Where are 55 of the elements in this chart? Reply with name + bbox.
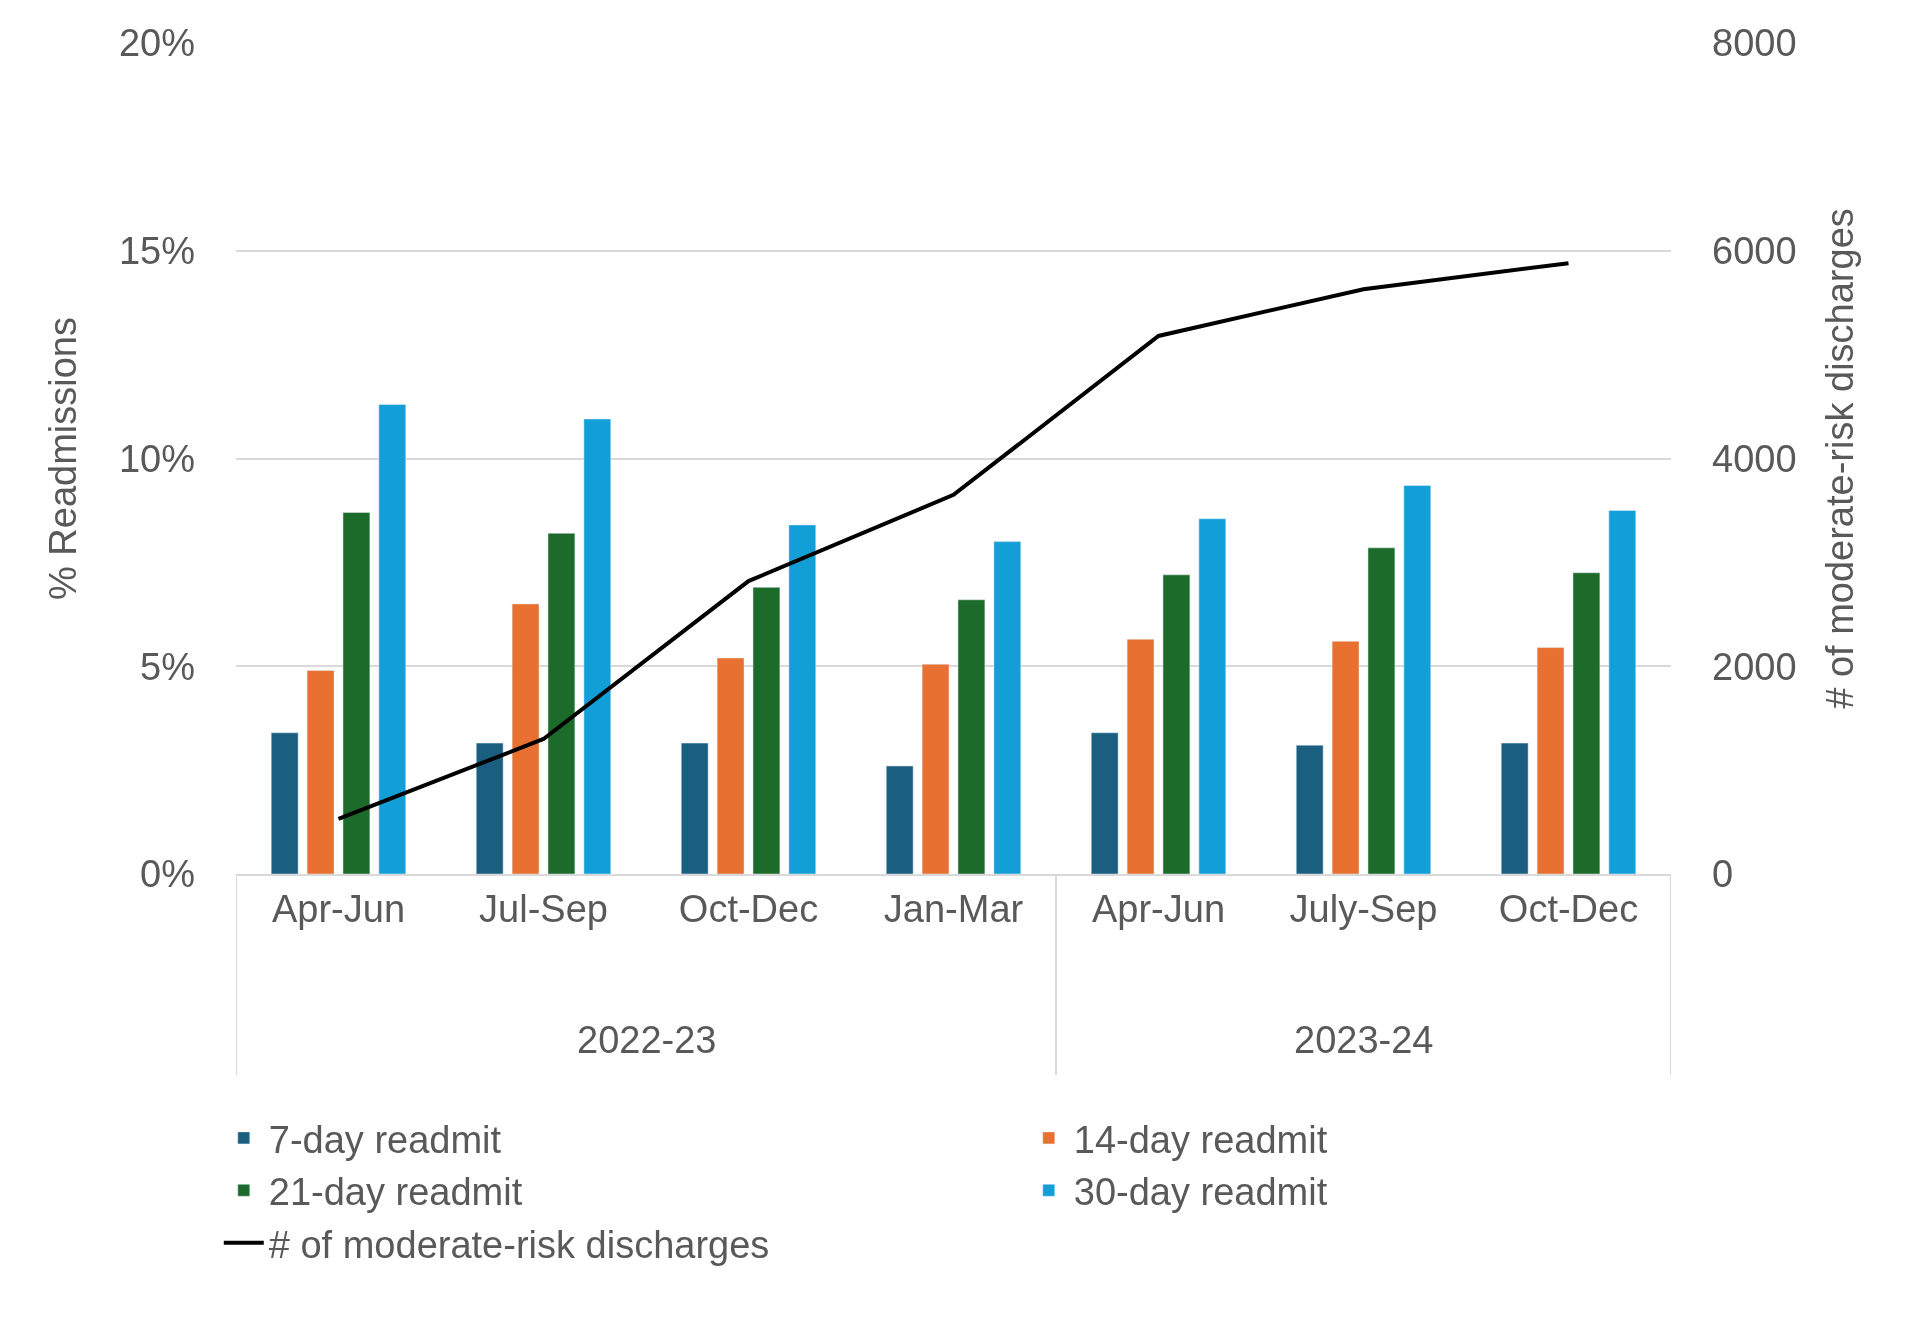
bar (378, 404, 407, 874)
y-tick-label: 0% (140, 853, 195, 896)
y-axis-title: % Readmissions (42, 317, 85, 600)
y-tick-label: 10% (118, 437, 195, 480)
bar (511, 603, 540, 874)
y2-tick-label: 2000 (1712, 645, 1797, 688)
y-tick-label: 20% (118, 22, 195, 65)
y-tick-label: 5% (140, 645, 195, 688)
bar (1090, 732, 1119, 874)
x-tick-label: July-Sep (1289, 887, 1438, 930)
bar (1536, 647, 1565, 874)
bar (1295, 744, 1324, 874)
text: 2022-23 (577, 1019, 717, 1061)
x-tick-label: Oct-Dec (678, 887, 819, 930)
y2-tick-label: 4000 (1712, 437, 1797, 480)
bar (921, 663, 950, 874)
bar (1367, 547, 1396, 874)
legend-label: 30-day readmit (1073, 1171, 1328, 1214)
bar (342, 512, 371, 874)
legend-label: 21-day readmit (268, 1171, 523, 1214)
bar (270, 732, 299, 874)
bar (680, 742, 709, 874)
bar (583, 418, 612, 874)
x-tick-label: Apr-Jun (271, 887, 406, 930)
bar (1403, 485, 1432, 874)
x-tick-label: Jul-Sep (479, 887, 608, 930)
bar (547, 533, 576, 874)
bar (885, 765, 914, 874)
legend-label: 7-day readmit (268, 1118, 502, 1161)
bar (788, 524, 817, 874)
bar (1572, 572, 1601, 874)
bar (1126, 638, 1155, 874)
x-tick-label: Oct-Dec (1498, 887, 1639, 930)
y2-tick-label: 6000 (1712, 230, 1797, 273)
text: 2023-24 (1294, 1019, 1434, 1061)
bar (306, 670, 335, 874)
y2-axis-title: # of moderate-risk discharges (1818, 208, 1861, 709)
y-tick-label: 15% (118, 230, 195, 273)
legend-label: # of moderate-risk discharges (268, 1223, 770, 1266)
bar (993, 541, 1022, 874)
bar (1608, 510, 1637, 874)
bar (1162, 574, 1191, 874)
x-tick-label: Jan-Mar (883, 887, 1024, 930)
bar (752, 587, 781, 874)
bar (475, 742, 504, 874)
y2-tick-label: 8000 (1712, 22, 1797, 65)
bar (957, 599, 986, 874)
bar (1500, 742, 1529, 874)
line-series (336, 261, 1571, 821)
y2-tick-label: 0 (1712, 853, 1734, 896)
bar (716, 657, 745, 874)
x-tick-label: Apr-Jun (1091, 887, 1226, 930)
bar (1331, 641, 1360, 874)
legend-label: 14-day readmit (1073, 1118, 1328, 1161)
bar (1198, 518, 1227, 874)
